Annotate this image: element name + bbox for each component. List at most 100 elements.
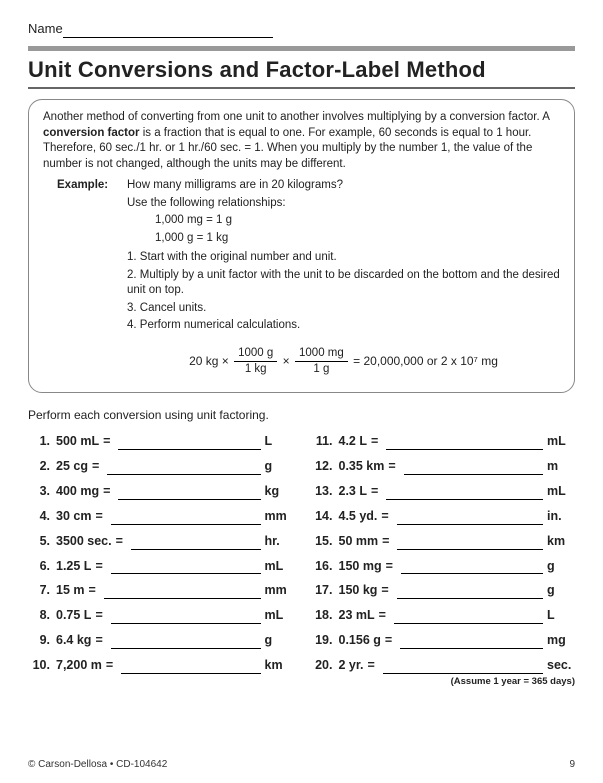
problem-number: 13.	[311, 483, 339, 500]
problem-given: 15 m	[56, 582, 85, 599]
answer-blank[interactable]	[394, 611, 543, 624]
problem-number: 1.	[28, 433, 56, 450]
problem-row: 19.0.156 g = mg	[311, 632, 576, 649]
footer-left: © Carson-Dellosa • CD-104642	[28, 758, 167, 772]
answer-blank[interactable]	[397, 512, 543, 525]
name-label: Name	[28, 20, 63, 38]
problem-row: 20.2 yr. = sec.	[311, 657, 576, 674]
equals-sign: =	[95, 558, 102, 575]
problem-unit: mg	[547, 632, 575, 649]
equals-sign: =	[368, 657, 375, 674]
problem-row: 9.6.4 kg = g	[28, 632, 293, 649]
problem-number: 9.	[28, 632, 56, 649]
problem-row: 4.30 cm = mm	[28, 508, 293, 525]
step-3: 3. Cancel units.	[127, 301, 560, 317]
answer-blank[interactable]	[121, 661, 260, 674]
problem-number: 8.	[28, 607, 56, 624]
problem-number: 2.	[28, 458, 56, 475]
problem-unit: g	[547, 558, 575, 575]
equals-sign: =	[382, 533, 389, 550]
frac1-num: 1000 g	[234, 346, 277, 363]
answer-blank[interactable]	[111, 561, 261, 574]
equals-sign: =	[381, 508, 388, 525]
answer-blank[interactable]	[111, 611, 261, 624]
problem-row: 13.2.3 L = mL	[311, 483, 576, 500]
equals-sign: =	[386, 558, 393, 575]
problem-row: 17.150 kg = g	[311, 582, 576, 599]
problem-number: 4.	[28, 508, 56, 525]
problem-row: 10.7,200 m = km	[28, 657, 293, 674]
equals-sign: =	[385, 632, 392, 649]
answer-blank[interactable]	[400, 636, 543, 649]
problem-number: 20.	[311, 657, 339, 674]
equals-sign: =	[106, 657, 113, 674]
problem-row: 11.4.2 L = mL	[311, 433, 576, 450]
intro-bold-term: conversion factor	[43, 127, 140, 139]
problem-given: 2 yr.	[339, 657, 364, 674]
answer-blank[interactable]	[111, 512, 261, 525]
problem-unit: hr.	[265, 533, 293, 550]
problem-row: 12.0.35 km = m	[311, 458, 576, 475]
problem-given: 50 mm	[339, 533, 379, 550]
problem-unit: m	[547, 458, 575, 475]
equals-sign: =	[92, 458, 99, 475]
name-blank[interactable]	[63, 25, 273, 38]
equals-sign: =	[381, 582, 388, 599]
equation: 20 kg × 1000 g 1 kg × 1000 mg 1 g = 20,0…	[127, 346, 560, 378]
problem-unit: g	[265, 632, 293, 649]
problem-unit: kg	[265, 483, 293, 500]
answer-blank[interactable]	[111, 636, 261, 649]
answer-blank[interactable]	[397, 537, 543, 550]
equals-sign: =	[116, 533, 123, 550]
answer-blank[interactable]	[131, 537, 261, 550]
problem-number: 19.	[311, 632, 339, 649]
problem-given: 0.75 L	[56, 607, 91, 624]
step-4: 4. Perform numerical calculations.	[127, 318, 560, 334]
answer-blank[interactable]	[118, 437, 260, 450]
eq-result: = 20,000,000 or 2 x 10⁷ mg	[353, 354, 498, 368]
steps: 1. Start with the original number and un…	[127, 250, 560, 334]
answer-blank[interactable]	[397, 586, 543, 599]
header-bar	[28, 46, 575, 51]
answer-blank[interactable]	[404, 462, 543, 475]
frac2-num: 1000 mg	[295, 346, 348, 363]
problem-unit: mm	[265, 508, 293, 525]
problem-row: 5.3500 sec. = hr.	[28, 533, 293, 550]
problem-given: 6.4 kg	[56, 632, 91, 649]
answer-blank[interactable]	[386, 437, 543, 450]
frac1-den: 1 kg	[234, 362, 277, 378]
name-field: Name	[28, 20, 575, 38]
problems-col-left: 1.500 mL = L2.25 cg = g3.400 mg = kg4.30…	[28, 433, 293, 693]
example-question: How many milligrams are in 20 kilograms?	[127, 178, 560, 194]
answer-blank[interactable]	[107, 462, 260, 475]
problems: 1.500 mL = L2.25 cg = g3.400 mg = kg4.30…	[28, 433, 575, 693]
problem-unit: L	[265, 433, 293, 450]
answer-blank[interactable]	[118, 487, 260, 500]
problem-given: 0.35 km	[339, 458, 385, 475]
problem-unit: mm	[265, 582, 293, 599]
problem-row: 16.150 mg = g	[311, 558, 576, 575]
problem-row: 18.23 mL = L	[311, 607, 576, 624]
step-1: 1. Start with the original number and un…	[127, 250, 560, 266]
answer-blank[interactable]	[401, 561, 543, 574]
problem-row: 2.25 cg = g	[28, 458, 293, 475]
relationship-1: 1,000 mg = 1 g	[127, 213, 560, 229]
problem-unit: mL	[265, 558, 293, 575]
problem-number: 18.	[311, 607, 339, 624]
page-title: Unit Conversions and Factor-Label Method	[28, 55, 575, 90]
equals-sign: =	[103, 483, 110, 500]
frac2-den: 1 g	[295, 362, 348, 378]
equals-sign: =	[103, 433, 110, 450]
problem-given: 23 mL	[339, 607, 375, 624]
problem-number: 11.	[311, 433, 339, 450]
problem-number: 6.	[28, 558, 56, 575]
problem-row: 15.50 mm = km	[311, 533, 576, 550]
problem-given: 7,200 m	[56, 657, 102, 674]
answer-blank[interactable]	[383, 661, 543, 674]
problem-row: 6.1.25 L = mL	[28, 558, 293, 575]
problem-note: (Assume 1 year = 365 days)	[311, 676, 576, 689]
answer-blank[interactable]	[104, 586, 261, 599]
use-relationships: Use the following relationships:	[127, 196, 560, 212]
answer-blank[interactable]	[386, 487, 543, 500]
equals-sign: =	[371, 483, 378, 500]
